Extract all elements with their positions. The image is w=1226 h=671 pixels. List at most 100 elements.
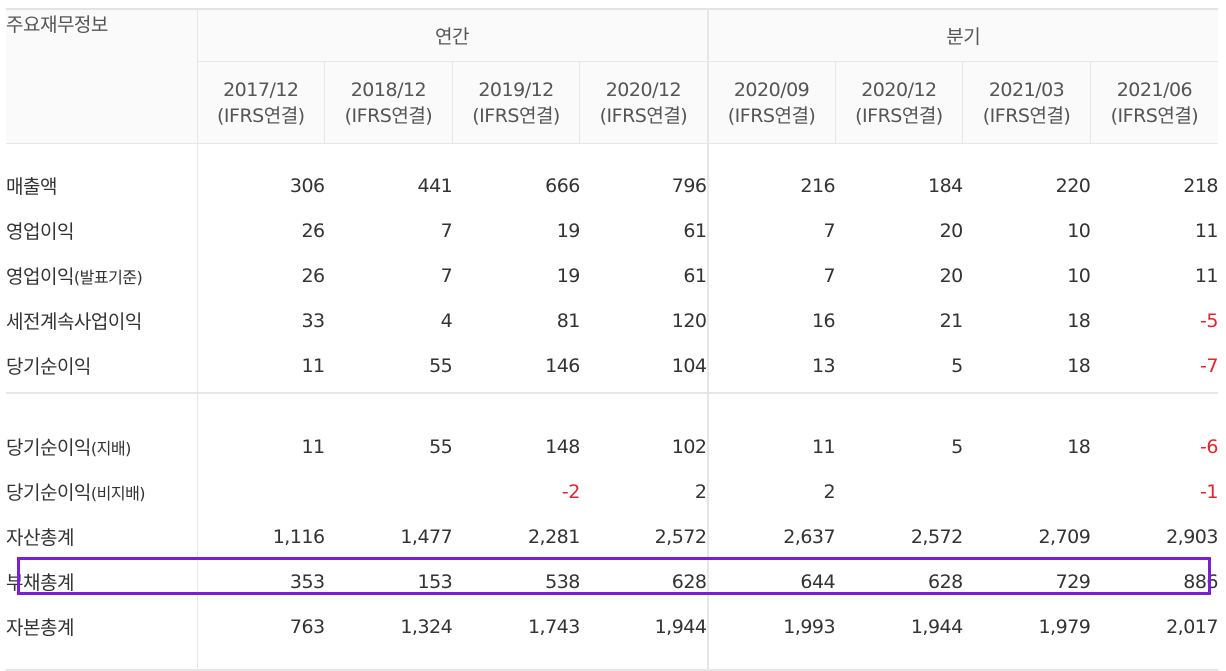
value-cell: 120 xyxy=(579,298,709,343)
value-cell: 5 xyxy=(951,354,963,377)
value-cell: 11 xyxy=(301,354,325,377)
value-cell: 81 xyxy=(556,309,581,332)
row-label-text: 부채총계 xyxy=(6,572,74,594)
value-cell: 13 xyxy=(811,354,836,377)
row-label-text: 매출액 xyxy=(6,176,57,198)
period-label: 2021/03 xyxy=(988,78,1065,101)
value-cell: 19 xyxy=(556,219,581,242)
value-cell: 21 xyxy=(939,309,964,332)
basis-label: (IFRS연결) xyxy=(217,104,305,127)
value-cell: 4 xyxy=(440,309,453,332)
value-cell: -7 xyxy=(1200,354,1218,377)
value-cell: 148 xyxy=(545,435,580,458)
basis-label: (IFRS연결) xyxy=(855,104,943,127)
financial-summary-table: 주요재무정보 연간 분기 2017/12 (IFRS연결) 2018/12 (IFRS… xyxy=(6,8,1218,671)
period-label: 2017/12 xyxy=(223,78,299,101)
value-cell: 55 xyxy=(429,354,453,377)
financial-rows: 매출액 306 441 666 796 216 184 220 218 영업이익 26 7 19 61 7 2… xyxy=(6,143,1218,671)
quarterly-group-header: 분기 xyxy=(707,8,1218,62)
spacer-row xyxy=(6,388,1218,424)
value-cell: -5 xyxy=(1200,309,1218,332)
value-cell: -6 xyxy=(1200,435,1218,458)
value-cell: 1,116 xyxy=(272,525,325,548)
value-cell: 220 xyxy=(1055,174,1091,197)
value-cell: 153 xyxy=(417,570,453,593)
value-cell: 19 xyxy=(556,264,581,287)
period-header: 2020/12 (IFRS연결) xyxy=(579,61,709,144)
value-cell: 2,572 xyxy=(579,514,709,559)
value-cell xyxy=(197,469,325,514)
value-cell: 102 xyxy=(579,424,709,469)
value-cell: 538 xyxy=(545,570,580,593)
value-cell: 2 xyxy=(579,469,709,514)
row-label-text: 자산총계 xyxy=(6,527,74,549)
row-label-text: 세전계속사업이익 xyxy=(6,311,142,333)
period-header: 2020/09 (IFRS연결) xyxy=(707,61,836,144)
value-cell: 306 xyxy=(289,174,325,197)
row-label: 영업이익 xyxy=(6,208,198,253)
value-cell: 628 xyxy=(579,559,709,604)
value-cell: 2,572 xyxy=(910,525,963,548)
value-cell: 26 xyxy=(301,264,325,287)
table-row: 자본총계 763 1,324 1,743 1,944 1,993 1,944 1,979 2,0… xyxy=(6,604,1218,649)
value-cell: 10 xyxy=(1067,219,1091,242)
row-label: 당기순이익 xyxy=(6,343,198,388)
row-label: 당기순이익(비지배) xyxy=(6,469,198,514)
row-label: 부채총계 xyxy=(6,559,198,604)
period-label: 2020/12 xyxy=(605,78,682,101)
value-cell: 11 xyxy=(811,435,836,458)
value-cell: 146 xyxy=(545,354,580,377)
value-cell: 184 xyxy=(927,174,963,197)
period-header: 2017/12 (IFRS연결) xyxy=(197,61,326,144)
period-label: 2021/06 xyxy=(1116,78,1193,101)
value-cell: 218 xyxy=(1183,174,1218,197)
row-label: 자산총계 xyxy=(6,514,198,559)
value-cell: 20 xyxy=(939,264,964,287)
annual-group-header: 연간 xyxy=(197,8,709,62)
value-cell: 1,993 xyxy=(783,615,836,638)
value-cell: 11 xyxy=(1194,264,1219,287)
table-row: 영업이익 26 7 19 61 7 20 10 11 xyxy=(6,208,1218,253)
value-cell: 763 xyxy=(289,615,325,638)
row-label-text: 당기순이익 xyxy=(6,356,91,378)
basis-label: (IFRS연결) xyxy=(472,104,560,127)
row-label: 영업이익(발표기준) xyxy=(6,253,198,298)
row-label-text: 당기순이익 xyxy=(6,437,91,459)
value-cell: 886 xyxy=(1183,570,1218,593)
value-cell: 1,944 xyxy=(910,615,963,638)
value-cell: 7 xyxy=(823,219,836,242)
basis-label: (IFRS연결) xyxy=(982,104,1071,127)
period-label: 2020/12 xyxy=(861,78,937,101)
value-cell xyxy=(835,469,963,514)
table-row: 세전계속사업이익 33 4 81 120 16 21 18 -5 xyxy=(6,298,1218,343)
basis-label: (IFRS연결) xyxy=(344,104,433,127)
table-row: 부채총계 353 153 538 628 644 628 729 886 xyxy=(6,559,1218,604)
value-cell: 644 xyxy=(800,570,836,593)
row-label: 매출액 xyxy=(6,163,198,208)
row-label-text: 당기순이익 xyxy=(6,482,91,504)
table-row: 당기순이익(비지배) -2 2 2 -1 xyxy=(6,469,1218,514)
table-row: 영업이익(발표기준) 26 7 19 61 7 20 10 11 xyxy=(6,253,1218,298)
basis-label: (IFRS연결) xyxy=(1110,104,1199,127)
table-row: 자산총계 1,116 1,477 2,281 2,572 2,637 2,572 2,709 2… xyxy=(6,514,1218,559)
table-row: 당기순이익 11 55 146 104 13 5 18 -7 xyxy=(6,343,1218,388)
period-header-row: 2017/12 (IFRS연결) 2018/12 (IFRS연결) 2019/12 (IF… xyxy=(6,61,1218,144)
period-header: 2021/03 (IFRS연결) xyxy=(962,61,1091,144)
basis-label: (IFRS연결) xyxy=(599,104,688,127)
value-cell: 796 xyxy=(579,163,709,208)
period-label: 2020/09 xyxy=(733,78,810,101)
value-cell: 7 xyxy=(440,264,453,287)
value-cell: 666 xyxy=(545,174,580,197)
row-label-text: 영업이익 xyxy=(6,221,74,243)
value-cell: 2,281 xyxy=(527,525,580,548)
value-cell: 33 xyxy=(301,309,325,332)
value-cell: 7 xyxy=(823,264,836,287)
period-header: 2021/06 (IFRS연결) xyxy=(1090,61,1218,144)
row-label-text: 자본총계 xyxy=(6,617,74,639)
period-label: 2018/12 xyxy=(350,78,427,101)
row-label: 세전계속사업이익 xyxy=(6,298,198,343)
value-cell: 1,477 xyxy=(400,525,453,548)
row-label-suffix: (발표기준) xyxy=(73,268,143,287)
value-cell: 16 xyxy=(811,309,836,332)
value-cell xyxy=(963,469,1091,514)
